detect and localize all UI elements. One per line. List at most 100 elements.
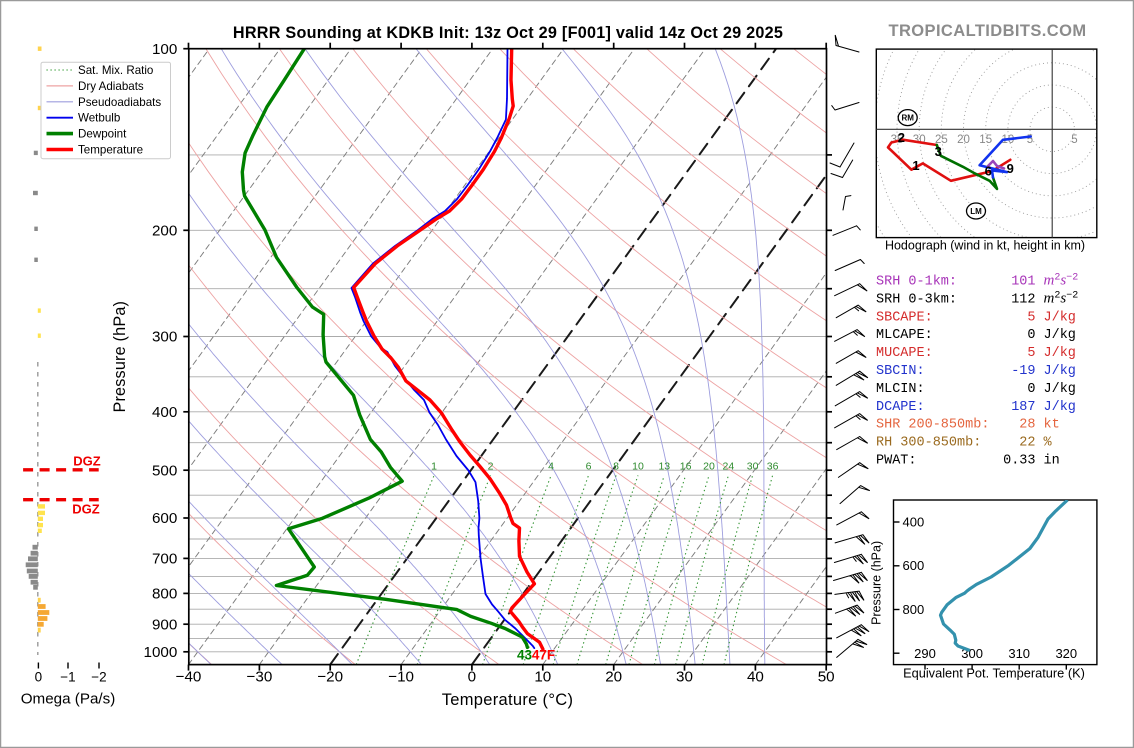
svg-text:10: 10 bbox=[534, 669, 551, 686]
svg-text:47F: 47F bbox=[532, 648, 555, 663]
svg-text:5: 5 bbox=[1071, 134, 1077, 146]
svg-text:RH 300-850mb:: RH 300-850mb: bbox=[876, 436, 981, 451]
svg-text:112: 112 bbox=[1011, 292, 1035, 307]
svg-text:PWAT:: PWAT: bbox=[876, 454, 917, 469]
svg-text:−1: −1 bbox=[60, 669, 75, 684]
svg-text:−30: −30 bbox=[247, 669, 273, 686]
svg-text:13: 13 bbox=[658, 461, 670, 473]
svg-text:Pressure (hPa): Pressure (hPa) bbox=[111, 301, 129, 413]
svg-text:187: 187 bbox=[1011, 400, 1035, 415]
svg-text:Pressure (hPa): Pressure (hPa) bbox=[870, 541, 884, 625]
svg-text:40: 40 bbox=[747, 669, 764, 686]
svg-text:DCAPE:: DCAPE: bbox=[876, 400, 925, 415]
svg-text:TROPICALTIDBITS.COM: TROPICALTIDBITS.COM bbox=[889, 22, 1087, 40]
svg-text:LM: LM bbox=[970, 207, 982, 216]
svg-text:20: 20 bbox=[703, 461, 715, 473]
svg-text:SBCAPE:: SBCAPE: bbox=[876, 310, 933, 325]
svg-text:RM: RM bbox=[901, 114, 914, 123]
svg-text:600: 600 bbox=[152, 510, 177, 527]
svg-text:5: 5 bbox=[1027, 134, 1033, 146]
svg-text:MLCAPE:: MLCAPE: bbox=[876, 328, 933, 343]
svg-text:−2: −2 bbox=[91, 669, 106, 684]
svg-text:500: 500 bbox=[152, 462, 177, 479]
svg-text:J/kg: J/kg bbox=[1044, 328, 1076, 343]
svg-text:22: 22 bbox=[1019, 436, 1035, 451]
svg-text:6: 6 bbox=[586, 461, 592, 473]
svg-text:J/kg: J/kg bbox=[1044, 364, 1076, 379]
svg-text:3: 3 bbox=[935, 144, 942, 159]
svg-text:290: 290 bbox=[914, 646, 936, 661]
svg-text:5: 5 bbox=[1027, 346, 1035, 361]
svg-text:1: 1 bbox=[431, 461, 437, 473]
svg-text:−40: −40 bbox=[176, 669, 202, 686]
svg-text:310: 310 bbox=[1008, 646, 1030, 661]
svg-text:320: 320 bbox=[1055, 646, 1077, 661]
svg-text:5: 5 bbox=[1027, 310, 1035, 325]
svg-text:9: 9 bbox=[1007, 161, 1014, 176]
svg-text:50: 50 bbox=[818, 669, 835, 686]
svg-text:Dry Adiabats: Dry Adiabats bbox=[78, 80, 144, 93]
svg-text:−10: −10 bbox=[388, 669, 414, 686]
svg-text:0.33: 0.33 bbox=[1003, 454, 1035, 469]
svg-text:800: 800 bbox=[903, 602, 925, 617]
svg-text:−20: −20 bbox=[317, 669, 343, 686]
svg-text:36: 36 bbox=[767, 461, 779, 473]
svg-text:30: 30 bbox=[676, 669, 693, 686]
svg-text:Temperature: Temperature bbox=[78, 144, 143, 157]
svg-text:43: 43 bbox=[517, 648, 533, 663]
svg-text:DGZ: DGZ bbox=[72, 502, 100, 517]
svg-text:Hodograph (wind in kt, height: Hodograph (wind in kt, height in km) bbox=[885, 239, 1085, 253]
svg-text:J/kg: J/kg bbox=[1044, 310, 1076, 325]
svg-text:6: 6 bbox=[985, 164, 992, 179]
svg-text:SRH 0-3km:: SRH 0-3km: bbox=[876, 292, 957, 307]
svg-text:Sat. Mix. Ratio: Sat. Mix. Ratio bbox=[78, 64, 153, 77]
svg-text:HRRR Sounding at KDKB Init: 13: HRRR Sounding at KDKB Init: 13z Oct 29 [… bbox=[233, 24, 783, 42]
svg-text:4: 4 bbox=[548, 461, 554, 473]
svg-text:MLCIN:: MLCIN: bbox=[876, 382, 925, 397]
svg-text:SRH 0-1km:: SRH 0-1km: bbox=[876, 275, 957, 290]
svg-text:28: 28 bbox=[1019, 418, 1035, 433]
svg-text:10: 10 bbox=[632, 461, 644, 473]
svg-text:2: 2 bbox=[898, 130, 905, 145]
svg-text:Pseudoadiabats: Pseudoadiabats bbox=[78, 96, 161, 109]
svg-text:30: 30 bbox=[913, 134, 926, 146]
svg-text:%: % bbox=[1044, 436, 1053, 451]
svg-text:SHR 200-850mb:: SHR 200-850mb: bbox=[876, 418, 989, 433]
svg-text:0: 0 bbox=[468, 669, 476, 686]
svg-text:SBCIN:: SBCIN: bbox=[876, 364, 925, 379]
svg-text:8: 8 bbox=[613, 461, 619, 473]
svg-text:m2s−2: m2s−2 bbox=[1044, 290, 1079, 306]
svg-text:24: 24 bbox=[723, 461, 735, 473]
svg-text:Dewpoint: Dewpoint bbox=[78, 128, 127, 141]
svg-text:400: 400 bbox=[903, 515, 925, 530]
svg-text:0: 0 bbox=[1027, 382, 1035, 397]
svg-text:J/kg: J/kg bbox=[1044, 382, 1076, 397]
svg-text:DGZ: DGZ bbox=[73, 453, 101, 468]
svg-text:Temperature (°C): Temperature (°C) bbox=[442, 691, 574, 709]
svg-text:101: 101 bbox=[1011, 275, 1035, 290]
svg-text:1000: 1000 bbox=[144, 644, 178, 661]
svg-text:400: 400 bbox=[152, 404, 177, 421]
svg-text:J/kg: J/kg bbox=[1044, 346, 1076, 361]
svg-text:600: 600 bbox=[903, 558, 925, 573]
svg-text:MUCAPE:: MUCAPE: bbox=[876, 346, 933, 361]
svg-text:200: 200 bbox=[152, 223, 177, 240]
svg-text:20: 20 bbox=[957, 134, 970, 146]
svg-text:20: 20 bbox=[605, 669, 622, 686]
svg-text:J/kg: J/kg bbox=[1044, 400, 1076, 415]
svg-text:100: 100 bbox=[152, 41, 177, 58]
svg-text:30: 30 bbox=[747, 461, 759, 473]
svg-text:0: 0 bbox=[1027, 328, 1035, 343]
svg-text:900: 900 bbox=[152, 616, 177, 633]
svg-text:300: 300 bbox=[152, 329, 177, 346]
svg-text:m2s−2: m2s−2 bbox=[1044, 273, 1079, 289]
svg-text:15: 15 bbox=[979, 134, 992, 146]
svg-text:Omega (Pa/s): Omega (Pa/s) bbox=[21, 691, 116, 708]
svg-text:kt: kt bbox=[1044, 418, 1060, 433]
svg-text:-19: -19 bbox=[1011, 364, 1035, 379]
svg-text:800: 800 bbox=[152, 586, 177, 603]
svg-text:0: 0 bbox=[35, 669, 43, 684]
svg-text:700: 700 bbox=[152, 551, 177, 568]
svg-text:Wetbulb: Wetbulb bbox=[78, 112, 120, 125]
svg-text:2: 2 bbox=[488, 461, 494, 473]
